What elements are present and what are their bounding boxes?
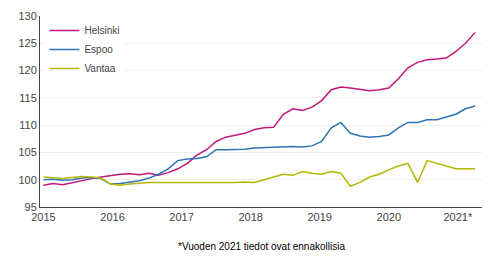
svg-text:100: 100 (18, 174, 36, 186)
svg-text:2019: 2019 (307, 211, 331, 223)
svg-text:*Vuoden 2021 tiedot ovat ennak: *Vuoden 2021 tiedot ovat ennakollisia (178, 241, 345, 252)
svg-text:130: 130 (18, 10, 36, 22)
svg-text:125: 125 (18, 37, 36, 49)
svg-text:2021*: 2021* (443, 211, 472, 223)
svg-text:Helsinki: Helsinki (84, 25, 119, 36)
svg-text:Vantaa: Vantaa (84, 63, 115, 74)
svg-text:115: 115 (19, 92, 37, 104)
svg-text:95: 95 (25, 201, 37, 213)
svg-text:105: 105 (18, 146, 36, 158)
svg-text:2020: 2020 (377, 211, 401, 223)
svg-text:120: 120 (18, 64, 36, 76)
svg-text:2015: 2015 (31, 211, 55, 223)
svg-text:Espoo: Espoo (84, 44, 113, 55)
svg-text:2016: 2016 (100, 211, 124, 223)
svg-text:2018: 2018 (238, 211, 262, 223)
svg-text:110: 110 (19, 119, 37, 131)
svg-text:2017: 2017 (169, 211, 193, 223)
